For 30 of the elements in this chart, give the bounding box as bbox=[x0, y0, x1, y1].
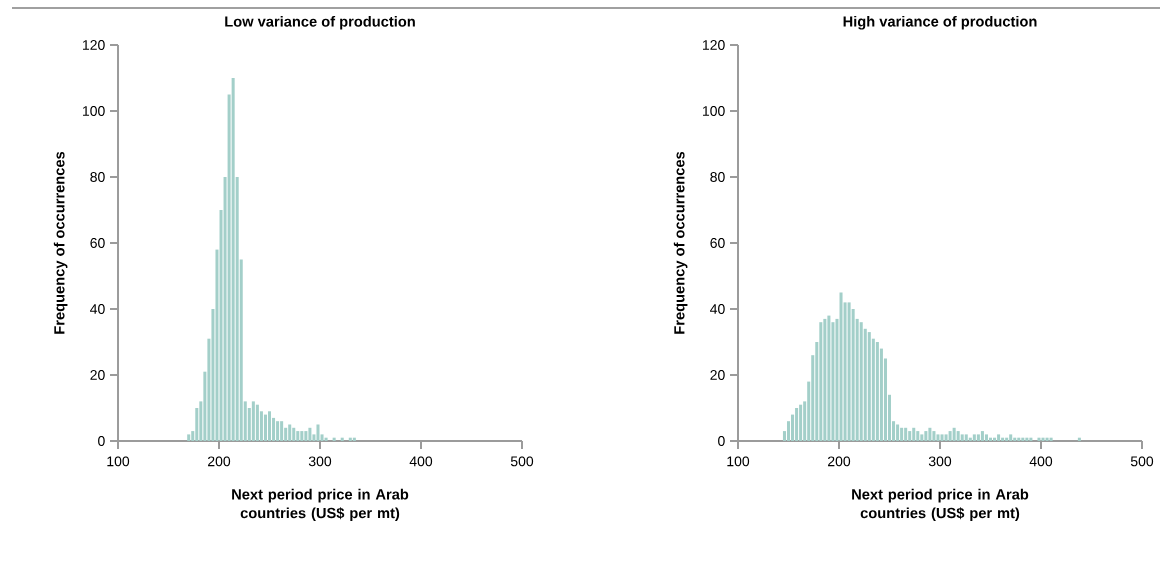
y-tick-label: 120 bbox=[703, 40, 725, 50]
y-tick-label: 80 bbox=[710, 172, 725, 182]
x-tick-label: 400 bbox=[409, 456, 433, 467]
chart-title: Low variance of production bbox=[225, 15, 415, 30]
y-axis-title: Frequency of occurrences bbox=[673, 151, 688, 334]
y-tick-label: 40 bbox=[710, 304, 725, 314]
chart-title: High variance of production bbox=[843, 15, 1037, 30]
x-tick-label: 400 bbox=[1029, 456, 1053, 467]
y-tick-label: 60 bbox=[90, 238, 105, 248]
y-tick-label: 100 bbox=[703, 106, 725, 116]
x-tick-label: 500 bbox=[1130, 456, 1154, 467]
x-tick-label: 200 bbox=[828, 456, 851, 467]
y-axis-title: Frequency of occurrences bbox=[53, 151, 68, 334]
y-tick-label: 100 bbox=[83, 106, 105, 116]
y-tick-label: 0 bbox=[98, 436, 105, 446]
y-tick-label: 20 bbox=[90, 370, 105, 380]
y-tick-label: 20 bbox=[710, 370, 725, 380]
x-tick-label: 100 bbox=[107, 456, 130, 467]
x-tick-label: 300 bbox=[308, 456, 332, 467]
x-tick-label: 100 bbox=[727, 456, 750, 467]
x-axis-title: Next period price in Arab countries (US$ per mt) bbox=[232, 488, 409, 522]
x-tick-label: 300 bbox=[928, 456, 952, 467]
x-axis-title: Next period price in Arab countries (US$ per mt) bbox=[852, 488, 1029, 522]
x-tick-label: 500 bbox=[510, 456, 534, 467]
y-tick-label: 40 bbox=[90, 304, 105, 314]
y-tick-label: 120 bbox=[83, 40, 105, 50]
y-tick-label: 60 bbox=[710, 238, 725, 248]
y-tick-label: 80 bbox=[90, 172, 105, 182]
x-tick-label: 200 bbox=[208, 456, 231, 467]
y-tick-label: 0 bbox=[718, 436, 725, 446]
